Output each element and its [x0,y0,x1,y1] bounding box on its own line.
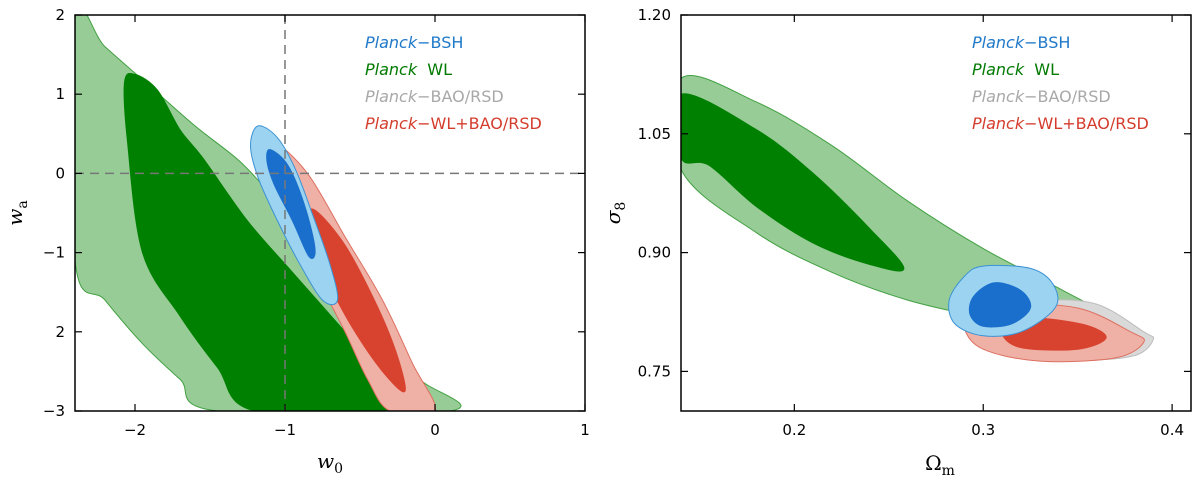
x-tick-label: 0.4 [1160,421,1184,439]
legend: Planck−BSH Planck WL Planck−BAO/RSD Plan… [365,33,542,133]
legend-item-wl: Planck WL [365,60,452,79]
x-tick-label: 0 [430,421,440,439]
contour-planck-bsh-68 [266,149,316,259]
y-tick-label: 2 [55,6,65,24]
y-tick-label: −1 [43,244,65,262]
legend-item-wl-bao-rsd: Planck−WL+BAO/RSD [365,114,542,133]
legend-item-bsh: Planck−BSH [972,33,1070,52]
contour-planck-bsh-68 [968,282,1032,328]
panel-omegam-sigma8: 0.2 0.3 0.4 1.20 1.05 0.90 0.75 Ωm σ8 Planck−B… [601,6,1192,479]
y-tick-label: 1.20 [638,6,671,24]
y-tick-label: −3 [43,402,65,420]
legend-item-bsh: Planck−BSH [365,33,463,52]
y-tick-label: 0 [55,164,65,182]
panel-w0-wa: −2 −1 0 1 2 1 0 −1 2 −3 w0 wa Planck−BSH Planck W… [3,6,590,477]
y-tick-label: 1 [55,85,65,103]
axis-ticks: −2 −1 0 1 2 1 0 −1 2 −3 [43,6,590,439]
x-tick-label: −1 [274,421,296,439]
legend-item-wl-bao-rsd: Planck−WL+BAO/RSD [972,114,1149,133]
x-tick-label: −2 [124,421,146,439]
legend-item-wl: Planck WL [972,60,1059,79]
axis-ticks: 0.2 0.3 0.4 1.20 1.05 0.90 0.75 [638,6,1191,439]
legend: Planck−BSH Planck WL Planck−BAO/RSD Plan… [972,33,1149,133]
legend-item-bao-rsd: Planck−BAO/RSD [365,87,504,106]
y-tick-label: 0.75 [638,362,671,380]
y-axis-label: wa [3,200,31,225]
contour-planck-wl-68 [681,93,905,272]
y-tick-label: 1.05 [638,125,671,143]
x-axis-label: w0 [317,449,343,477]
x-tick-label: 1 [580,421,590,439]
legend-item-bao-rsd: Planck−BAO/RSD [972,87,1111,106]
plot-frame [74,14,586,412]
y-tick-label: 2 [55,323,65,341]
y-tick-label: 0.90 [638,244,671,262]
y-axis-label: σ8 [601,202,629,225]
plot-frame [680,14,1192,412]
x-axis-label: Ωm [925,451,955,479]
x-tick-label: 0.2 [782,421,806,439]
contour-group [75,15,462,411]
x-tick-label: 0.3 [971,421,995,439]
contour-group [681,74,1155,363]
